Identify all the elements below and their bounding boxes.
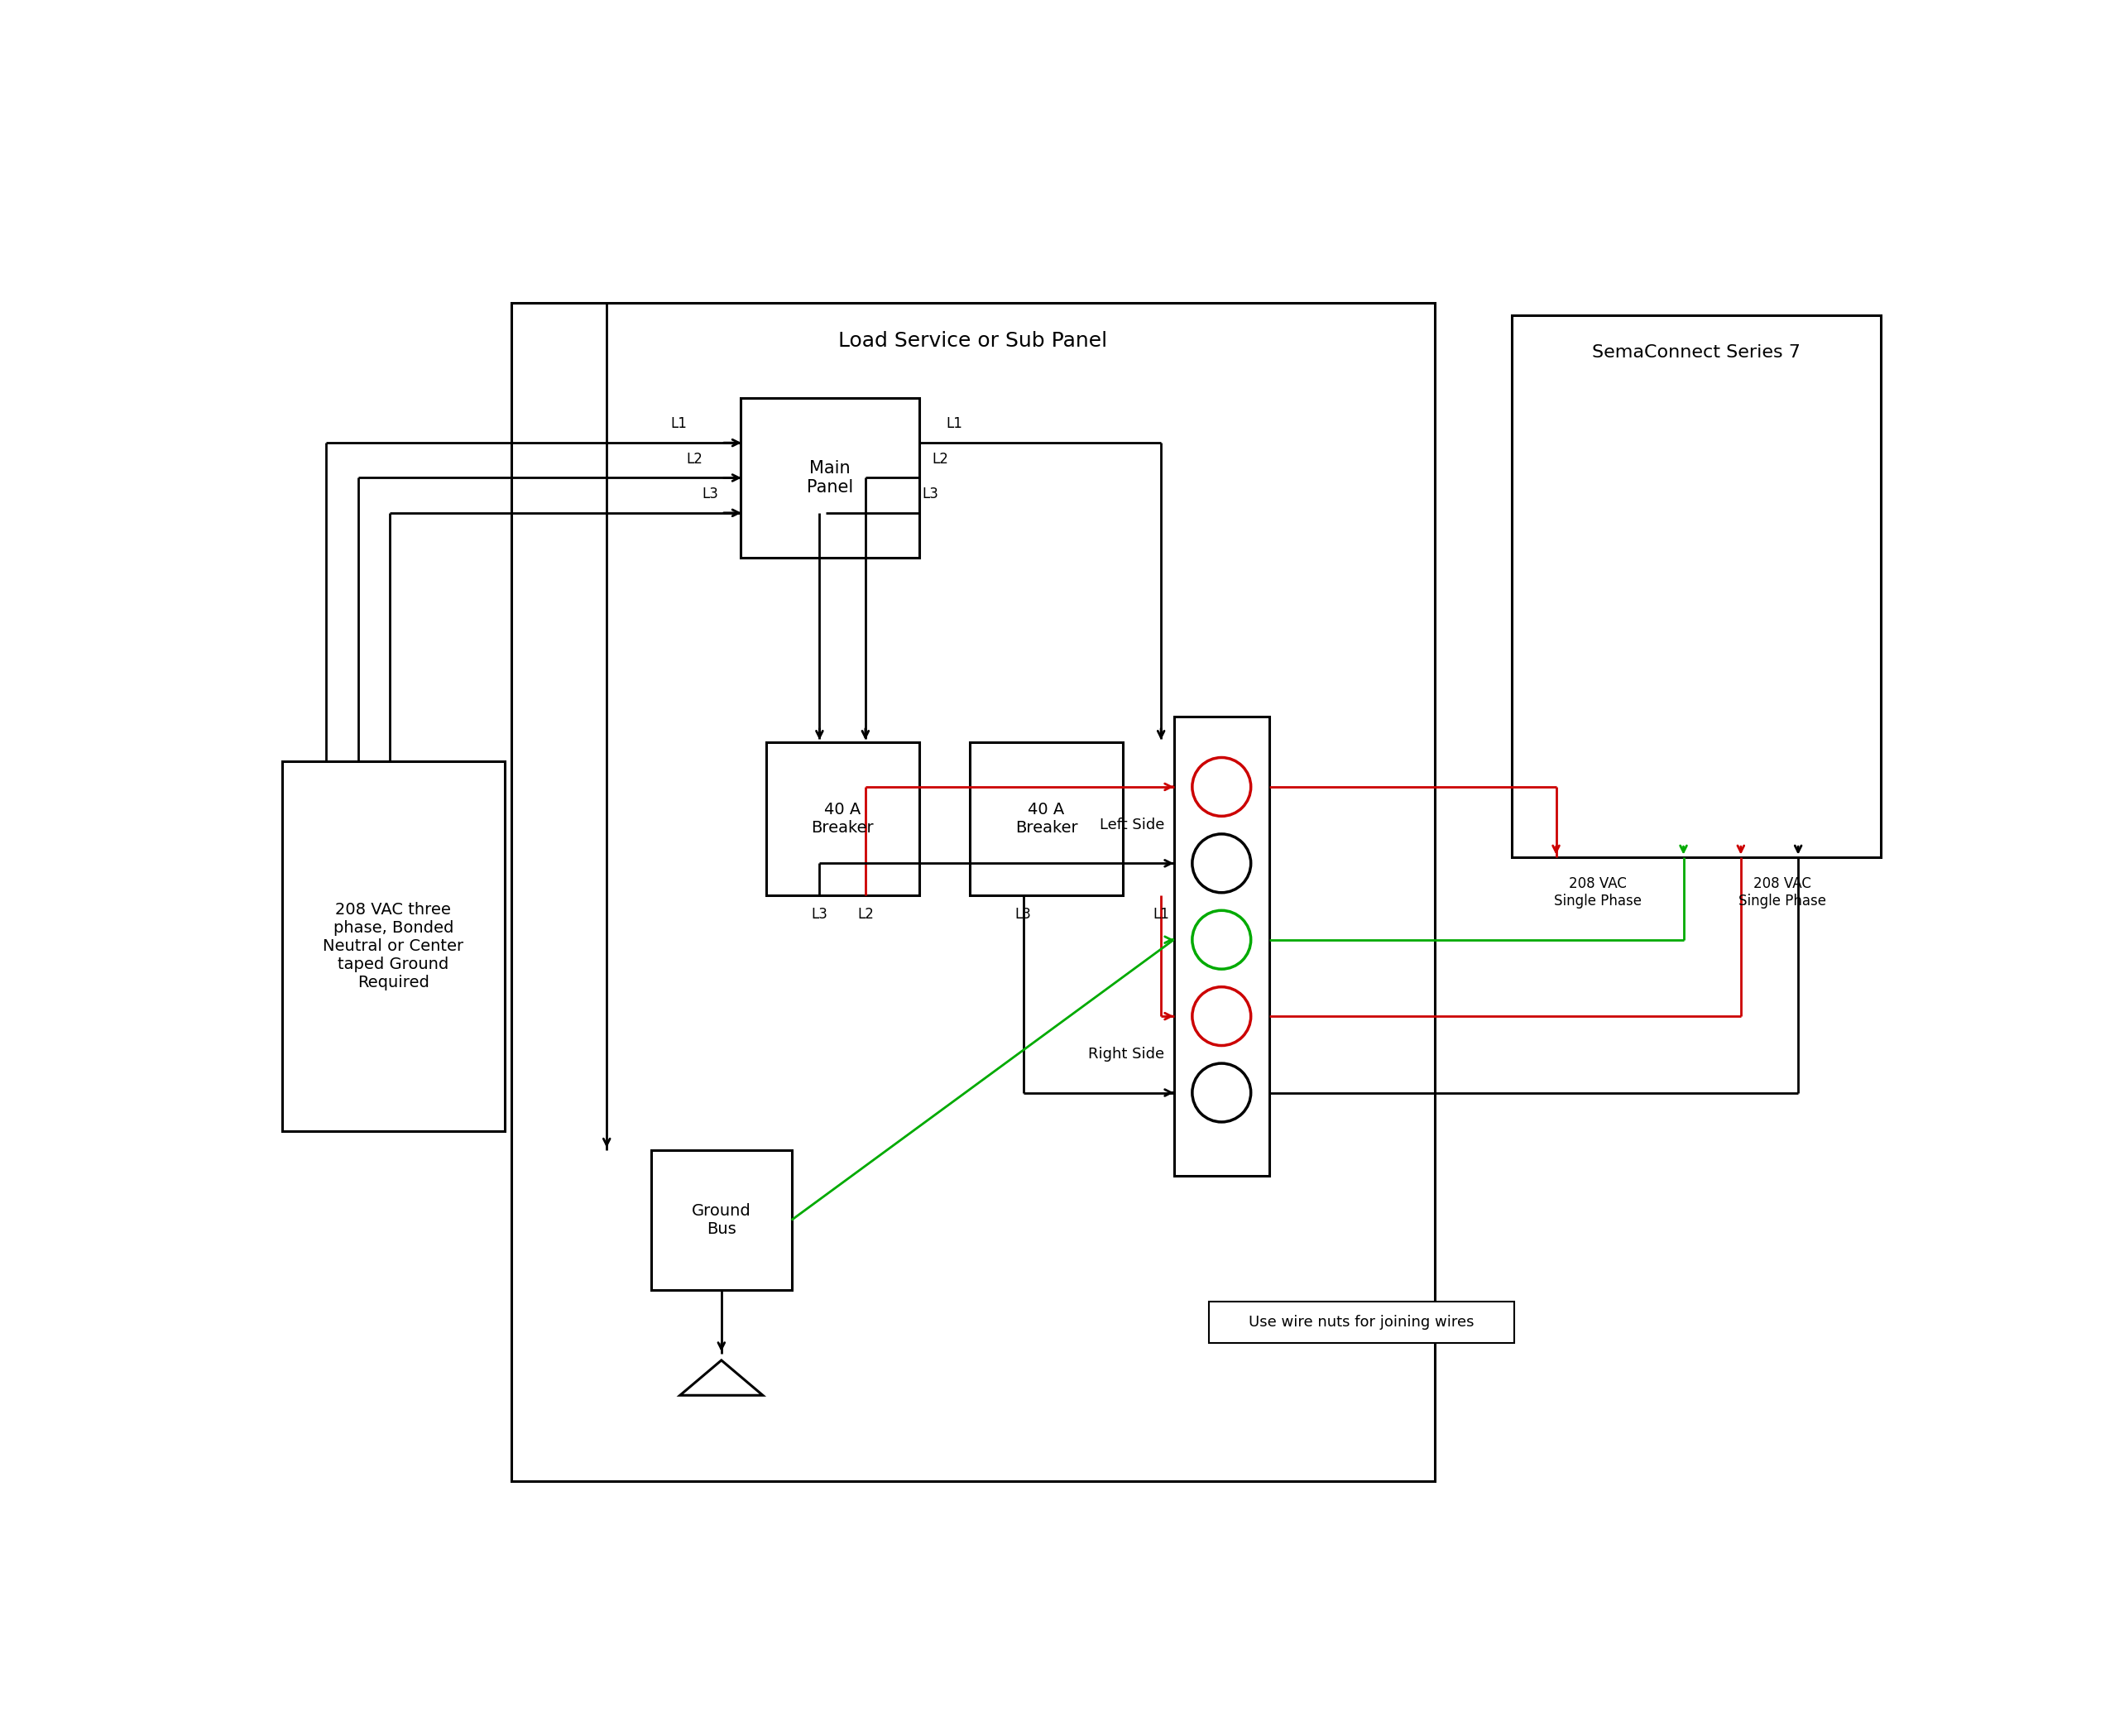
Bar	[1173, 717, 1270, 1175]
Text: SemaConnect Series 7: SemaConnect Series 7	[1593, 344, 1800, 361]
Bar	[652, 1149, 791, 1290]
Circle shape	[1192, 1064, 1251, 1121]
Circle shape	[1192, 986, 1251, 1045]
Bar	[283, 762, 504, 1130]
Text: 40 A
Breaker: 40 A Breaker	[810, 802, 874, 835]
Text: L3: L3	[703, 486, 720, 502]
Circle shape	[1192, 833, 1251, 892]
Circle shape	[1192, 910, 1251, 969]
Text: L2: L2	[686, 451, 703, 467]
Text: L1: L1	[1152, 906, 1169, 922]
Bar	[1511, 316, 1880, 858]
Text: L3: L3	[1015, 906, 1032, 922]
Text: 208 VAC
Single Phase: 208 VAC Single Phase	[1553, 877, 1642, 908]
Text: L3: L3	[810, 906, 827, 922]
Text: 208 VAC three
phase, Bonded
Neutral or Center
taped Ground
Required: 208 VAC three phase, Bonded Neutral or C…	[323, 903, 464, 991]
Bar	[511, 302, 1435, 1481]
Text: L2: L2	[933, 451, 947, 467]
Text: L2: L2	[857, 906, 874, 922]
Bar	[741, 398, 920, 557]
Text: 40 A
Breaker: 40 A Breaker	[1015, 802, 1078, 835]
Text: Main
Panel: Main Panel	[806, 460, 852, 496]
Text: L3: L3	[922, 486, 939, 502]
Text: Right Side: Right Side	[1089, 1047, 1165, 1062]
Text: Left Side: Left Side	[1099, 818, 1165, 833]
Text: Ground
Bus: Ground Bus	[692, 1203, 751, 1238]
Circle shape	[1192, 757, 1251, 816]
Text: Use wire nuts for joining wires: Use wire nuts for joining wires	[1249, 1314, 1475, 1330]
Text: L1: L1	[945, 417, 962, 431]
Polygon shape	[679, 1361, 764, 1396]
Bar	[1209, 1302, 1515, 1342]
Bar	[971, 743, 1123, 896]
Text: Load Service or Sub Panel: Load Service or Sub Panel	[838, 332, 1108, 351]
Bar	[766, 743, 920, 896]
Text: L1: L1	[671, 417, 688, 431]
Text: 208 VAC
Single Phase: 208 VAC Single Phase	[1739, 877, 1825, 908]
